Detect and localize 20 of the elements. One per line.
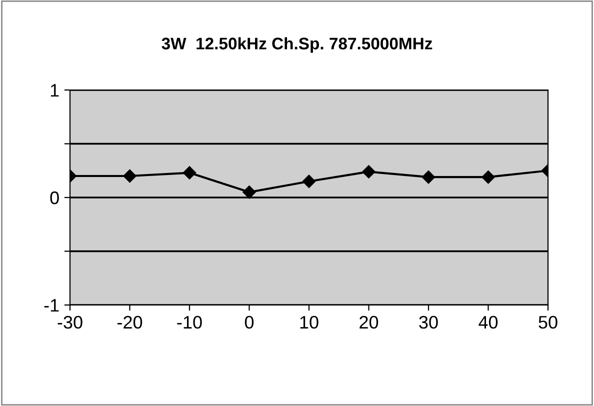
point [482, 170, 495, 184]
point [242, 186, 256, 199]
y-tick-label: 0 [50, 191, 59, 204]
chart-title: 3W 12.50kHz Ch.Sp. 787.5000MHz [162, 37, 432, 53]
x-tick-label: -10 [177, 316, 202, 329]
point [123, 169, 136, 183]
x-tick-label: 20 [360, 316, 378, 329]
point [362, 165, 376, 178]
x-tick-label: 30 [419, 316, 438, 329]
x-tick-label: 40 [478, 316, 498, 329]
x-tick-label: -30 [58, 316, 82, 329]
x-tick-label: 0 [244, 316, 254, 329]
point [302, 174, 316, 188]
point [182, 166, 196, 180]
x-tick-label: -20 [118, 316, 142, 329]
x-tick-label: 10 [300, 316, 318, 329]
y-tick-label: 1 [50, 84, 59, 97]
y-tick-label: -1 [44, 299, 59, 312]
x-tick-label: 50 [538, 316, 558, 329]
point [422, 170, 436, 184]
